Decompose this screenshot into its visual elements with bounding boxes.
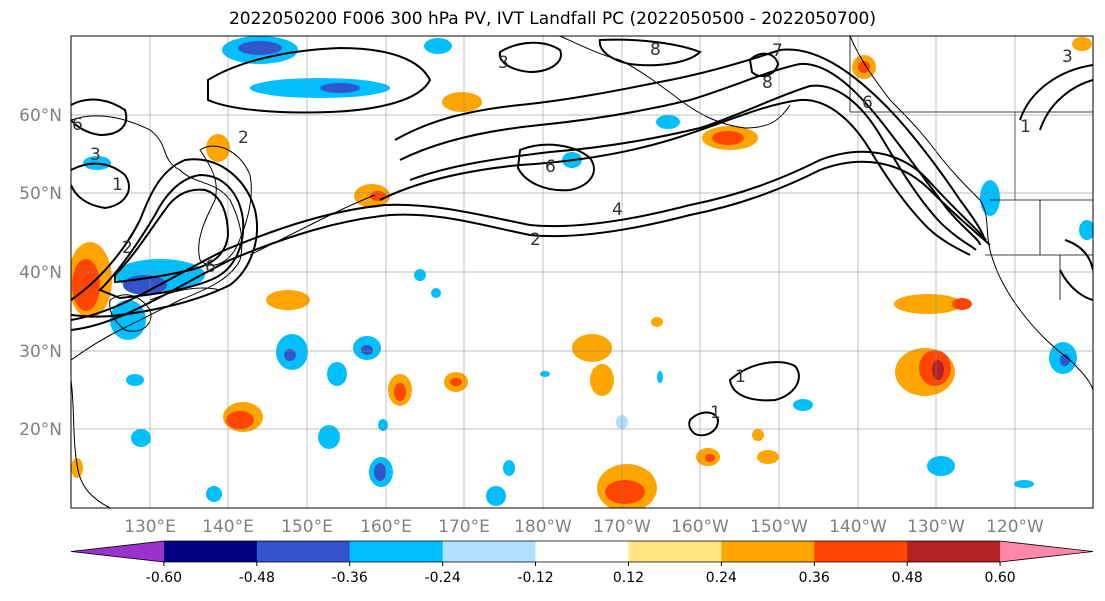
svg-text:6: 6 [862, 93, 873, 113]
lon-label-140w: 140°W [829, 517, 887, 537]
colorbar-segment [256, 541, 351, 562]
svg-text:8: 8 [762, 73, 773, 93]
latitude-labels: 60°N 50°N 40°N 30°N 20°N [19, 106, 62, 440]
svg-text:2: 2 [122, 238, 133, 258]
colorbar-segment [814, 541, 908, 562]
svg-text:1: 1 [710, 403, 721, 423]
svg-text:2: 2 [238, 128, 249, 148]
colorbar-tick-label: 0.60 [985, 570, 1016, 586]
lon-label-160e: 160°E [360, 517, 412, 537]
svg-text:7: 7 [772, 41, 783, 61]
colorbar-segment [1000, 541, 1093, 562]
lon-label-140e: 140°E [202, 517, 254, 537]
lon-label-130e: 130°E [124, 517, 176, 537]
colorbar-tick-label: -0.12 [517, 570, 553, 586]
colorbar-segment [907, 541, 1001, 562]
svg-text:6: 6 [545, 157, 556, 177]
colorbar-tick-label: 0.24 [706, 570, 737, 586]
colorbar-tick-label: -0.36 [332, 570, 368, 586]
svg-text:6: 6 [205, 257, 216, 277]
longitude-labels: 130°E 140°E 150°E 160°E 170°E 180°W 170°… [124, 517, 1044, 537]
lat-label-20n: 20°N [19, 420, 62, 440]
lon-label-180w: 180°W [514, 517, 572, 537]
lat-label-30n: 30°N [19, 342, 62, 362]
lon-label-170e: 170°E [438, 517, 490, 537]
svg-text:3: 3 [1062, 47, 1073, 67]
map-title: 2022050200 F006 300 hPa PV, IVT Landfall… [228, 9, 876, 29]
colorbar-segment [535, 541, 629, 562]
colorbar-segment [442, 541, 537, 562]
lon-label-130w: 130°W [907, 517, 965, 537]
gridlines [71, 36, 1093, 508]
lon-label-160w: 160°W [671, 517, 729, 537]
svg-text:2: 2 [530, 230, 541, 250]
pv-contours [71, 38, 1093, 437]
colorbar-tick-label: -0.24 [425, 570, 461, 586]
svg-text:8: 8 [650, 40, 661, 60]
contour-labels: 2 2 2 1 6 6 6 8 7 8 3 4 1 3 1 6 3 1 [72, 40, 1073, 423]
svg-text:3: 3 [90, 145, 101, 165]
colorbar-segment [628, 541, 722, 562]
colorbar-segment [721, 541, 815, 562]
lat-label-40n: 40°N [19, 263, 62, 283]
colorbar-tick-label: -0.60 [146, 570, 182, 586]
lon-label-150e: 150°E [281, 517, 333, 537]
colorbar-tick-label: 0.48 [892, 570, 923, 586]
svg-text:1: 1 [735, 367, 746, 387]
svg-text:3: 3 [498, 53, 509, 73]
lat-label-50n: 50°N [19, 184, 62, 204]
pv-shading [71, 36, 1093, 508]
colorbar-tick-label: -0.48 [239, 570, 275, 586]
lon-label-120w: 120°W [986, 517, 1044, 537]
colorbar-segment [71, 541, 164, 562]
colorbar-segment [163, 541, 258, 562]
lon-label-170w: 170°W [593, 517, 651, 537]
svg-text:6: 6 [72, 115, 83, 135]
colorbar-tick-label: 0.36 [799, 570, 830, 586]
colorbar: -0.60 -0.48 -0.36 -0.24 -0.12 0.12 0.24 0.36 0.4… [70, 540, 1094, 586]
svg-text:1: 1 [112, 175, 123, 195]
colorbar-tick-label: 0.12 [613, 570, 644, 586]
svg-text:4: 4 [612, 200, 623, 220]
map-frame [70, 35, 1094, 509]
lon-label-150w: 150°W [750, 517, 808, 537]
lat-label-60n: 60°N [19, 106, 62, 126]
svg-text:1: 1 [1020, 117, 1031, 137]
colorbar-segment [349, 541, 444, 562]
